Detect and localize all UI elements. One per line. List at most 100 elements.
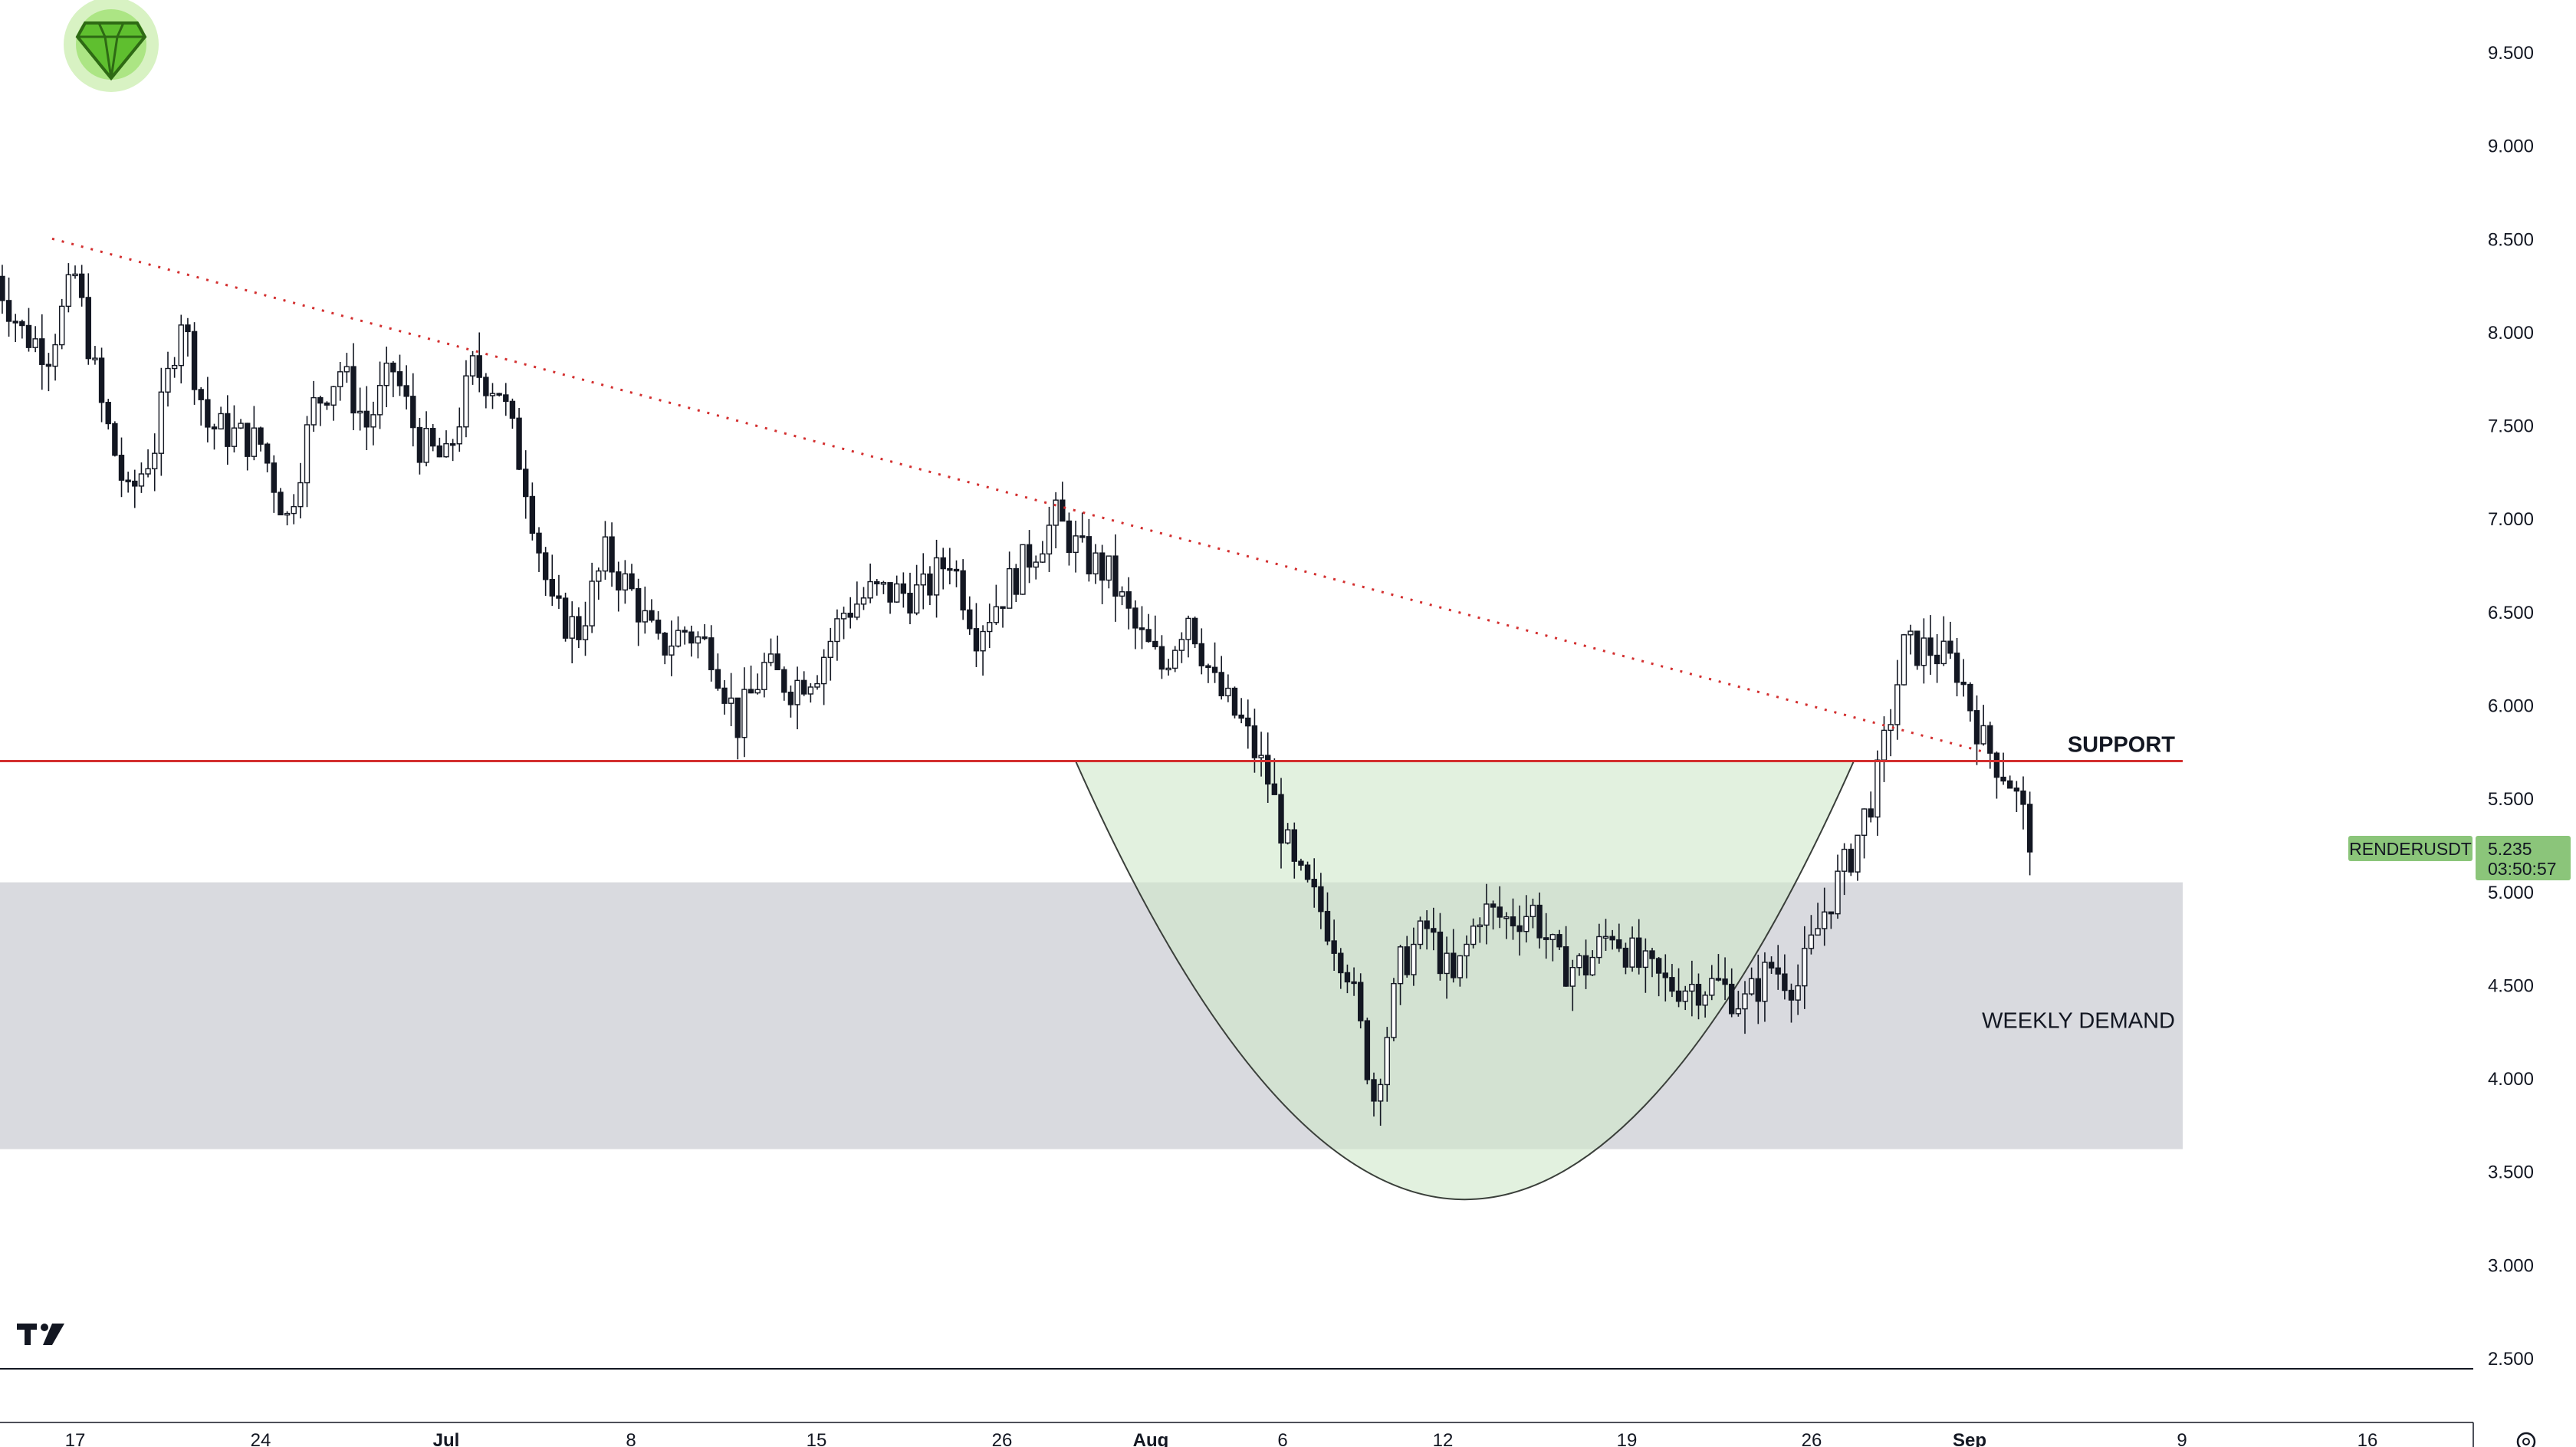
candle-body xyxy=(304,424,310,484)
candle-body xyxy=(1855,834,1861,873)
price-tick-label: 7.000 xyxy=(2488,509,2534,530)
candle-body xyxy=(1649,950,1655,959)
candle-body xyxy=(1099,552,1106,581)
candle-body xyxy=(152,452,158,469)
candle-body xyxy=(1417,920,1424,945)
candle-body xyxy=(1145,629,1152,643)
candle-body xyxy=(436,445,443,458)
candle-body xyxy=(211,426,218,429)
tradingview-logo[interactable] xyxy=(17,1324,64,1345)
candle-body xyxy=(1828,911,1835,915)
candle-body xyxy=(1231,687,1238,716)
candle-body xyxy=(1457,955,1464,978)
brand-logo xyxy=(64,0,159,92)
candle-body xyxy=(1053,499,1059,526)
candle-body xyxy=(728,697,734,704)
candle-body xyxy=(913,584,920,614)
candle-body xyxy=(1026,544,1033,568)
candle-body xyxy=(430,428,436,447)
candle-body xyxy=(1251,725,1258,758)
candle-body xyxy=(12,321,18,324)
candle-body xyxy=(1662,972,1668,978)
candle-body xyxy=(1490,903,1497,908)
candle-body xyxy=(781,669,787,693)
candle-body xyxy=(1000,606,1006,609)
candle-body xyxy=(2013,788,2020,792)
price-axis[interactable]: 9.500 9.000 8.500 8.000 7.500 7.000 6.500 6.000… xyxy=(2488,43,2534,1370)
candle-body xyxy=(92,357,98,360)
candle-body xyxy=(118,455,125,481)
candle-body xyxy=(549,579,555,597)
price-tick-label: 8.500 xyxy=(2488,229,2534,250)
candle-body xyxy=(1411,943,1417,975)
candle-body xyxy=(767,653,774,663)
settings-gear-icon[interactable] xyxy=(2516,1432,2536,1447)
candle-body xyxy=(1907,630,1914,636)
support-label: SUPPORT xyxy=(2068,732,2175,757)
candle-body xyxy=(1695,984,1702,1006)
time-axis[interactable]: 17 24 Jul 8 15 26 Aug 6 12 19 26 Sep 9 16 xyxy=(65,1430,2378,1447)
candle-body xyxy=(1073,535,1079,554)
candle-body xyxy=(1165,667,1171,671)
candle-body xyxy=(1132,607,1138,629)
candle-body xyxy=(1543,937,1549,940)
candle-body xyxy=(787,692,794,705)
candle-body xyxy=(449,442,456,446)
candle-body xyxy=(920,573,926,586)
candle-body xyxy=(1993,752,2000,778)
price-tick-label: 2.500 xyxy=(2488,1349,2534,1370)
candle-body xyxy=(1470,926,1477,945)
candle-body xyxy=(1033,561,1039,568)
candle-body xyxy=(649,610,655,621)
candle-body xyxy=(1331,940,1337,954)
candle-body xyxy=(469,355,476,377)
candle-body xyxy=(874,580,880,585)
candle-body xyxy=(1060,499,1066,522)
candle-body xyxy=(198,389,204,400)
candle-body xyxy=(2026,804,2033,853)
candle-body xyxy=(1735,1008,1742,1015)
candle-body xyxy=(947,567,953,571)
bar-countdown: 03:50:57 xyxy=(2488,859,2557,879)
candle-body xyxy=(238,423,244,429)
candle-body xyxy=(523,469,529,498)
candle-body xyxy=(1702,995,1708,1006)
time-tick-label: 6 xyxy=(1277,1430,1287,1447)
candle-body xyxy=(416,426,423,463)
candle-body xyxy=(2000,776,2006,782)
candle-body xyxy=(609,536,615,573)
candle-body xyxy=(52,344,58,367)
candle-body xyxy=(1536,904,1543,939)
candle-body xyxy=(1464,943,1470,957)
candle-body xyxy=(1125,591,1132,609)
candle-body xyxy=(1742,993,1748,1010)
candle-body xyxy=(1822,911,1828,929)
price-tick-label: 3.000 xyxy=(2488,1255,2534,1276)
price-tick-label: 4.500 xyxy=(2488,975,2534,996)
candle-body xyxy=(1158,646,1165,670)
candle-body xyxy=(754,689,761,694)
candle-body xyxy=(363,410,370,428)
candle-body xyxy=(655,620,662,634)
symbol-tag: RENDERUSDT xyxy=(2348,836,2472,861)
candlestick-series xyxy=(0,263,2033,1126)
candle-body xyxy=(72,273,78,277)
candle-body xyxy=(900,583,907,594)
candle-body xyxy=(1185,617,1191,640)
candle-body xyxy=(589,580,595,626)
candle-body xyxy=(1795,985,1801,1001)
candle-body xyxy=(867,580,873,599)
candle-body xyxy=(662,633,668,656)
candle-body xyxy=(1655,958,1662,974)
candle-body xyxy=(1106,555,1112,581)
candle-body xyxy=(1861,808,1868,836)
candle-body xyxy=(1497,906,1503,918)
candle-body xyxy=(1755,978,1761,1002)
time-tick-label: 9 xyxy=(2177,1430,2187,1447)
candle-body xyxy=(1284,829,1291,844)
candle-body xyxy=(410,396,416,429)
candle-body xyxy=(1291,829,1297,862)
candle-body xyxy=(1298,860,1304,866)
candle-body xyxy=(191,331,198,390)
